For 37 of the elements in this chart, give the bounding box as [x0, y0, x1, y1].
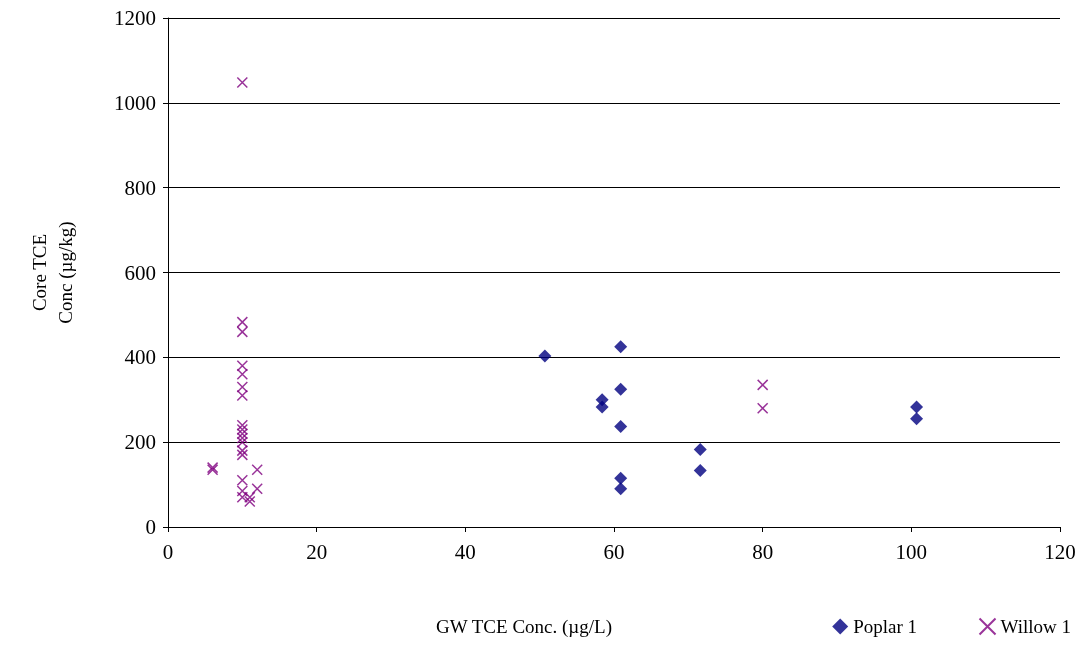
y-tick-label: 1200 — [114, 6, 156, 30]
point — [244, 491, 256, 504]
y-tick-label: 600 — [124, 260, 156, 285]
x-tick-label: 20 — [306, 539, 328, 564]
point — [538, 349, 552, 363]
y-tick-label: 400 — [124, 345, 156, 370]
point — [244, 495, 256, 508]
point — [693, 442, 707, 456]
x-tick-label: 100 — [895, 539, 928, 564]
point — [614, 419, 628, 433]
y-tick-label: 0 — [145, 515, 156, 539]
x-tick-label: 80 — [752, 539, 774, 564]
point — [236, 491, 249, 504]
x-tick-label: 0 — [162, 539, 174, 564]
y-tick-label: 800 — [124, 175, 156, 200]
point — [614, 382, 628, 396]
legend-label: Poplar 1 — [853, 616, 918, 637]
x-tick-label: 120 — [1044, 539, 1076, 564]
point — [614, 471, 628, 485]
point — [756, 402, 769, 414]
x-tick-label: 60 — [603, 539, 625, 564]
x-axis-title: GW TCE Conc. (µg/L) — [436, 616, 612, 638]
point — [910, 400, 924, 414]
point — [595, 400, 609, 414]
point — [693, 464, 707, 478]
point — [614, 482, 628, 496]
point — [236, 76, 249, 89]
point — [614, 340, 628, 354]
y-axis-title: Core TCE Conc (µg/kg) — [28, 221, 77, 324]
point — [756, 379, 769, 391]
legend-label: Willow 1 — [1000, 616, 1071, 637]
y-tick-label: 1000 — [114, 90, 156, 115]
point — [910, 412, 924, 426]
x-tick-label: 40 — [454, 539, 476, 564]
y-tick-label: 200 — [124, 430, 156, 455]
point — [251, 483, 263, 495]
point — [251, 463, 263, 476]
